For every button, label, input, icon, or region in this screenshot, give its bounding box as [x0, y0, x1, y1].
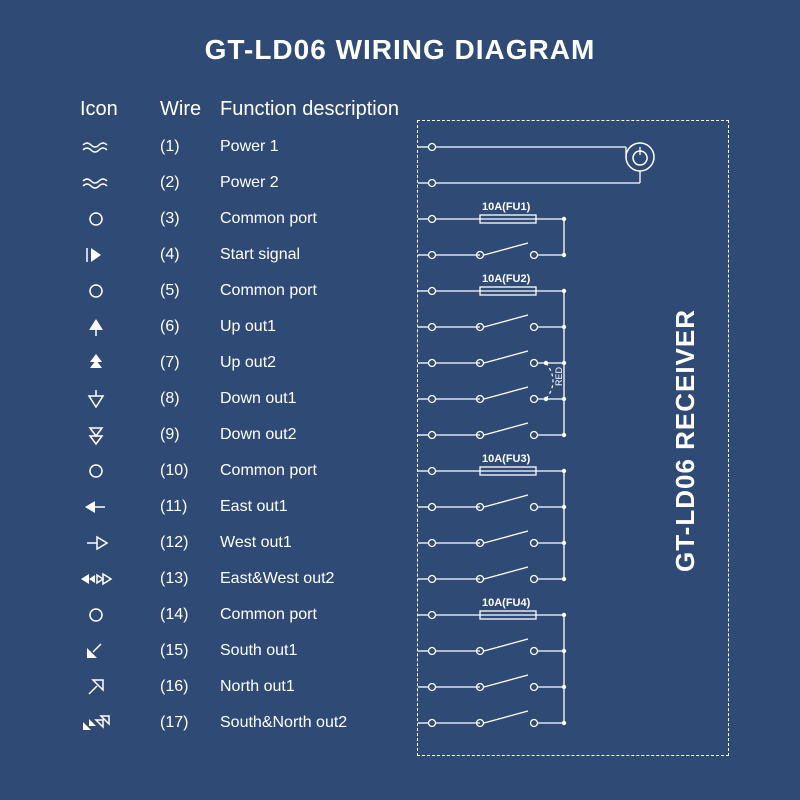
down2-o-icon — [66, 424, 126, 446]
red-label: RED — [554, 367, 564, 386]
wire-number: (11) — [160, 498, 187, 516]
function-description: Down out2 — [220, 426, 297, 444]
table-row: (14) Common port — [0, 600, 800, 632]
diag2-icon — [66, 712, 126, 734]
up2-icon — [66, 352, 126, 374]
table-row: (16) North out1 — [0, 672, 800, 704]
table-row: (13) East&West out2 — [0, 564, 800, 596]
wire-number: (14) — [160, 606, 188, 624]
table-row: (17) South&North out2 — [0, 708, 800, 740]
wire-number: (16) — [160, 678, 188, 696]
table-row: (12) West out1 — [0, 528, 800, 560]
table-row: (1) Power 1 — [0, 132, 800, 164]
wire-number: (5) — [160, 282, 180, 300]
wave-icon — [66, 136, 126, 158]
function-description: Common port — [220, 282, 317, 300]
wire-number: (10) — [160, 462, 188, 480]
table-row: (9) Down out2 — [0, 420, 800, 452]
circle-icon — [66, 208, 126, 230]
table-row: (7) Up out2 — [0, 348, 800, 380]
fuse-label: 10A(FU4) — [482, 597, 530, 609]
wiring-diagram: GT-LD06 WIRING DIAGRAM Icon Wire Functio… — [0, 0, 800, 800]
right-o-icon — [66, 532, 126, 554]
sw-icon — [66, 640, 126, 662]
function-description: East&West out2 — [220, 570, 334, 588]
table-row: (2) Power 2 — [0, 168, 800, 200]
wire-number: (12) — [160, 534, 188, 552]
wire-number: (1) — [160, 138, 180, 156]
col-header-icon: Icon — [80, 98, 118, 121]
col-header-wire: Wire — [160, 98, 201, 121]
play-icon — [66, 244, 126, 266]
wire-number: (13) — [160, 570, 188, 588]
function-description: North out1 — [220, 678, 295, 696]
down-o-icon — [66, 388, 126, 410]
function-description: Up out2 — [220, 354, 276, 372]
circle-icon — [66, 280, 126, 302]
table-row: (3) Common port — [0, 204, 800, 236]
wire-number: (8) — [160, 390, 180, 408]
circle-icon — [66, 460, 126, 482]
function-description: Down out1 — [220, 390, 297, 408]
table-row: (4) Start signal — [0, 240, 800, 272]
wire-number: (6) — [160, 318, 180, 336]
function-description: Up out1 — [220, 318, 276, 336]
circle-icon — [66, 604, 126, 626]
lr2-icon — [66, 568, 126, 590]
function-description: Start signal — [220, 246, 300, 264]
function-description: Common port — [220, 210, 317, 228]
table-row: (6) Up out1 — [0, 312, 800, 344]
wire-number: (4) — [160, 246, 180, 264]
wave-icon — [66, 172, 126, 194]
up-icon — [66, 316, 126, 338]
fuse-label: 10A(FU1) — [482, 201, 530, 213]
table-row: (5) Common port — [0, 276, 800, 308]
fuse-label: 10A(FU2) — [482, 273, 530, 285]
function-description: East out1 — [220, 498, 288, 516]
table-row: (10) Common port — [0, 456, 800, 488]
wire-number: (17) — [160, 714, 188, 732]
table-row: (8) Down out1 — [0, 384, 800, 416]
ne-o-icon — [66, 676, 126, 698]
function-description: Common port — [220, 462, 317, 480]
page-title: GT-LD06 WIRING DIAGRAM — [0, 34, 800, 66]
wire-number: (3) — [160, 210, 180, 228]
col-header-func: Function description — [220, 98, 399, 121]
function-description: South out1 — [220, 642, 297, 660]
function-description: West out1 — [220, 534, 292, 552]
fuse-label: 10A(FU3) — [482, 453, 530, 465]
table-row: (15) South out1 — [0, 636, 800, 668]
wire-number: (9) — [160, 426, 180, 444]
function-description: Power 2 — [220, 174, 279, 192]
wire-number: (15) — [160, 642, 188, 660]
function-description: South&North out2 — [220, 714, 347, 732]
left-icon — [66, 496, 126, 518]
table-row: (11) East out1 — [0, 492, 800, 524]
function-description: Common port — [220, 606, 317, 624]
function-description: Power 1 — [220, 138, 279, 156]
wire-number: (2) — [160, 174, 180, 192]
wire-number: (7) — [160, 354, 180, 372]
